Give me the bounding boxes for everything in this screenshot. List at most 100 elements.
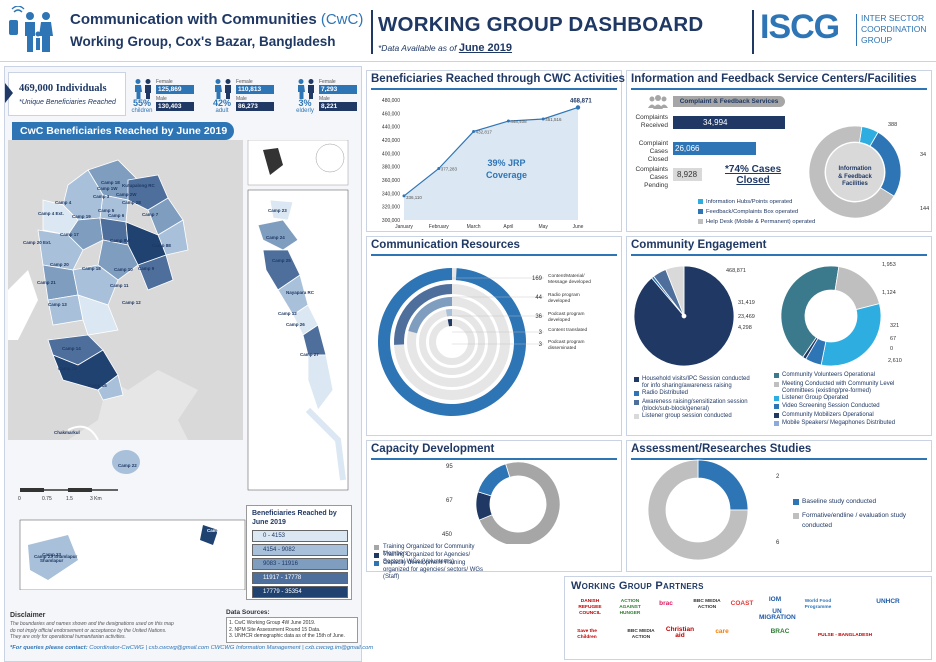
ce-left-legend-row: Listener group session conducted [634,413,758,420]
group-label: children [131,108,153,114]
complaint-bar: 34,994 [673,116,785,129]
y-tick-label: 440,000 [382,125,400,131]
listener-group-slice [820,303,882,367]
jrp-coverage: 39% JRP Coverage [486,157,527,181]
partners-title: Working Group Partners [571,580,704,592]
ce-right-legend-row: Meeting Conducted with Community Level C… [774,381,914,395]
map-legend: Beneficiaries Reached by June 2019 0 - 4… [246,505,352,600]
cap-legend-row: Training Organized for Agencies/ Sectors… [374,552,484,566]
y-tick-label: 340,000 [382,191,400,197]
legend-swatch [774,381,779,387]
scale-label: 0.75 [42,496,52,502]
camp-label: Camp 21 [37,280,56,285]
reach-point [575,105,581,110]
map-legend-label: 17779 - 35354 [263,589,302,595]
legend-label: Listener Group Operated [782,394,849,401]
ce-right-legend-row: Mobile Speakers/ Megaphones Distributed [774,420,914,427]
ce-left-legend-row: Household visits/IPC Session conducted f… [634,376,758,390]
data-sources-lines: 1. CwC Working Group 4W June 2019. 2. NPM… [226,617,358,643]
camp-label: Camp 20 Ext. [23,240,52,245]
y-tick-label: 380,000 [382,165,400,171]
x-tick-label: February [429,224,450,230]
partner-logo: BRAC [770,628,790,635]
male-value: 130,403 [156,102,194,111]
male-label: Male [236,96,247,102]
demo-group-elderly: Female 7,293 Male 8,221 3% elderly [295,74,359,118]
source-line: 2. NPM Site Assessment Round 15 Data. [229,626,321,633]
iscg-logo: ISCG [760,8,840,46]
partner-logo: ACTION AGAINST HUNGER [619,599,641,616]
complaint-bar-label: Complaints Cases Pending [630,166,668,190]
source-line: 1. CwC Working Group 4W June 2019. [229,620,316,626]
legend-label: Capacity development Training organized … [383,560,484,580]
cr-value: 169 [532,276,543,282]
camp-label: Camp 15 [58,366,77,371]
assessment-donut: 26 [647,459,780,561]
cr-label-1: Podcast program [548,311,585,317]
male-value: 86,273 [236,102,274,111]
legend-swatch [774,395,779,401]
complaint-bar-label-1: Complaint [638,140,668,147]
camp-label: Camp 3 [93,194,110,199]
demo-group-children: Female 125,869 Male 130,403 55% children [131,74,196,118]
ce-right-label: 1,953 [882,262,896,268]
y-tick-label: 360,000 [382,178,400,184]
camp-label-right: Camp 26 [286,322,305,327]
camp-label: Camp 8E [152,243,172,248]
info-feedback-donut: 34 144 388 [808,122,929,219]
cr-label-2: developed [548,298,570,304]
legend-swatch [774,412,779,418]
ce-right-legend-row: Community Volunteers Operational [774,372,914,379]
legend-label: Training Organized for Community Members [383,544,475,557]
jrp-line-2: Coverage [486,170,528,180]
partner-logo: IOM [768,596,782,603]
group-pct: 42% [212,98,231,108]
legend-swatch [634,413,639,419]
cr-value: 44 [535,295,542,301]
partner-logo: BBC MEDIA ACTION [627,629,655,640]
camp-label: Camp 23 Shamlapur [34,554,78,559]
reach-point [472,129,476,133]
community-donuts: 468,871 31,419 23,469 4,298 1,953 1,124 321 67 0… [633,262,902,367]
camp-label: Camp 9 [138,266,155,271]
ce-right-legend-row: Video Screening Session Conducted [774,403,914,410]
formative-slice [647,459,749,561]
cr-value: 36 [535,314,542,320]
reach-point [541,117,545,121]
cap-label: 95 [446,464,453,470]
x-tick-label: March [467,224,481,230]
reach-data-label: 377,283 [441,166,458,171]
summary-total-note: *Unique Beneficiaries Reached [19,99,116,106]
complaint-bar-label-2: Cases Closed [647,148,668,163]
cwc-people-logo-icon [9,6,53,52]
community-title: Community Engagement [631,239,767,251]
ce-right-label: 0 [890,346,893,352]
header: Communication with Communities (CwC) Wor… [0,0,936,62]
legend-swatch [793,499,799,505]
contact-text[interactable]: Coordinator-CwCWG | cxb.cwcwg@gmail.com … [89,645,374,651]
legend-label: Help Desk (Mobile & Permanent) operated [706,219,816,226]
partner-logo: brac [659,600,673,607]
complaint-bar-label: Complaints Received [630,114,668,130]
as-legend-row: Baseline study conducted [793,497,925,507]
camp-label: Camp 22 [118,463,137,468]
reach-data-label: 432,817 [476,129,493,134]
camp-label-right: Camp 12 [278,311,297,316]
complaint-bar-value: 8,928 [677,170,698,179]
legend-label: Video Screening Session Conducted [782,403,880,409]
y-tick-label: 420,000 [382,138,400,144]
info-feedback-rule [631,88,927,90]
legend-swatch [774,421,779,426]
if-donut-label: 144 [920,206,929,212]
camp-label: Camp 19 [72,214,91,219]
comm-resources-radial-chart: 169 Content/Material/Message developed 44 R… [378,268,591,416]
y-tick-label: 400,000 [382,151,400,157]
camp-label: Camp 16 [88,383,107,388]
capacity-rule [371,458,617,460]
legend-swatch [698,209,703,214]
female-value: 110,813 [236,85,274,94]
camp-map [8,140,349,590]
volunteers-slice [780,265,840,358]
camp-label-right: Nayapara RC [286,290,315,295]
camp-label: Camp 1W [97,186,118,191]
